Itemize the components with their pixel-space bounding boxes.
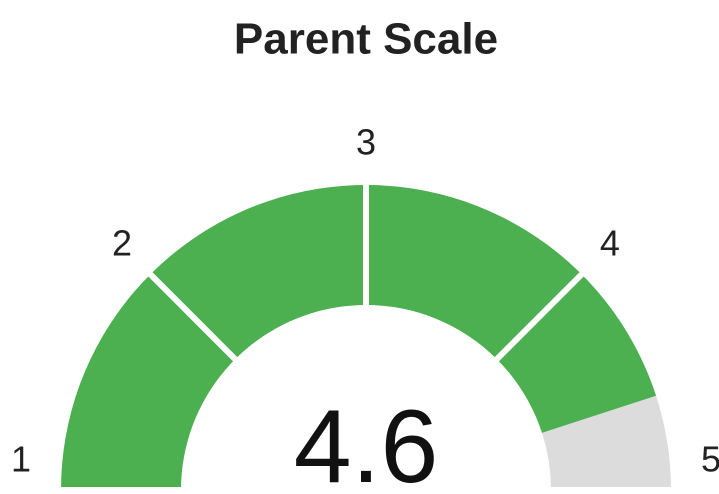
tick-separator: [493, 270, 586, 363]
tick-label: 2: [112, 223, 132, 264]
tick-label: 1: [11, 439, 31, 480]
chart-title: Parent Scale: [234, 15, 498, 64]
gauge-track: [541, 395, 671, 490]
gauge-fill: [61, 185, 657, 490]
tick-label: 4: [600, 223, 620, 264]
tick-label: 3: [356, 122, 376, 163]
tick-separator: [146, 270, 239, 363]
gauge-value: 4.6: [294, 389, 439, 494]
tick-label: 5: [701, 439, 719, 480]
